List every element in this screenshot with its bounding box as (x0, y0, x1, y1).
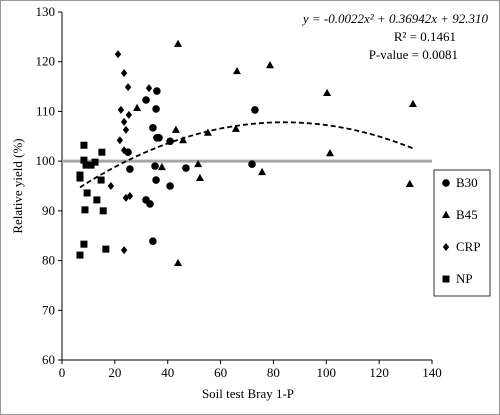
point (258, 167, 267, 176)
point (142, 96, 150, 104)
x-tick-label: 140 (422, 365, 442, 380)
point (145, 84, 153, 93)
point (114, 50, 122, 59)
legend-label: B30 (456, 175, 478, 190)
point (87, 161, 95, 169)
point (323, 88, 332, 97)
point (152, 105, 160, 113)
point (125, 110, 133, 119)
y-tick-label: 130 (36, 4, 56, 19)
legend-marker (442, 243, 450, 251)
point (151, 162, 159, 170)
annotation: R² = 0.1461 (394, 29, 456, 44)
point (133, 103, 142, 111)
point (124, 83, 132, 92)
point (194, 159, 203, 168)
point (251, 106, 259, 114)
legend-marker (442, 210, 450, 218)
x-axis-label: Soil test Bray 1-P (202, 386, 294, 401)
legend-marker (442, 275, 450, 283)
point (120, 246, 128, 255)
point (126, 191, 134, 200)
point (80, 240, 88, 248)
point (149, 124, 157, 132)
point (166, 137, 174, 146)
point (107, 182, 115, 190)
point (195, 173, 204, 182)
point (93, 196, 101, 204)
point (91, 158, 99, 166)
point (325, 148, 334, 157)
annotation: y = -0.0022x² + 0.36942x + 92.310 (301, 11, 489, 26)
fit-curve (79, 121, 414, 189)
x-tick-label: 40 (161, 365, 174, 380)
point (97, 176, 105, 184)
point (203, 128, 212, 136)
y-tick-label: 80 (42, 253, 55, 268)
point (116, 136, 124, 145)
point (179, 136, 188, 144)
point (157, 162, 166, 171)
y-tick-label: 70 (42, 302, 55, 317)
legend-label: B45 (456, 207, 478, 222)
point (153, 133, 161, 142)
x-tick-label: 20 (108, 365, 121, 380)
point (152, 176, 160, 184)
legend-label: CRP (456, 239, 481, 254)
y-tick-label: 110 (36, 103, 55, 118)
y-tick-label: 120 (36, 54, 56, 69)
y-tick-label: 90 (42, 203, 55, 218)
y-tick-label: 60 (42, 352, 55, 367)
point (98, 148, 106, 156)
x-tick-label: 0 (59, 365, 66, 380)
point (149, 237, 157, 245)
point (408, 99, 417, 107)
point (146, 200, 154, 208)
point (102, 245, 110, 253)
point (81, 206, 89, 214)
point (99, 207, 107, 215)
point (120, 69, 128, 78)
point (76, 251, 84, 259)
point (122, 125, 130, 134)
point (405, 179, 414, 188)
y-axis-label: Relative yield (%) (10, 138, 25, 233)
annotation: P-value = 0.0081 (369, 47, 458, 62)
point (153, 87, 161, 95)
point (120, 117, 128, 126)
point (120, 146, 128, 155)
legend-label: NP (456, 271, 473, 286)
legend-box (433, 169, 491, 297)
point (174, 258, 183, 267)
x-tick-label: 120 (369, 365, 389, 380)
y-tick-label: 100 (36, 153, 56, 168)
point (265, 60, 274, 69)
point (126, 165, 134, 173)
x-tick-label: 60 (214, 365, 227, 380)
point (76, 174, 84, 182)
point (80, 156, 88, 164)
point (174, 39, 183, 47)
point (82, 161, 90, 169)
point (248, 160, 256, 168)
point (231, 124, 240, 132)
point (232, 66, 241, 75)
point (166, 182, 174, 190)
point (117, 105, 125, 114)
x-tick-label: 100 (317, 365, 337, 380)
point (171, 125, 180, 133)
legend-marker (442, 179, 450, 187)
point (83, 189, 91, 197)
point (182, 164, 190, 172)
point (80, 141, 88, 149)
x-tick-label: 80 (267, 365, 280, 380)
